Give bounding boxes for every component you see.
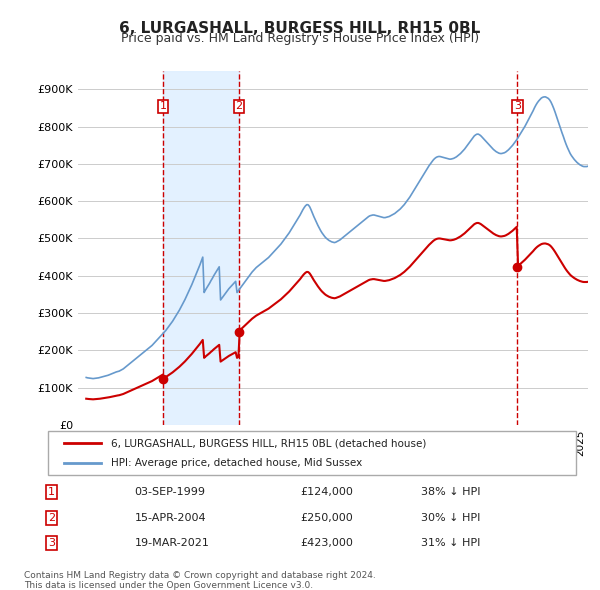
Text: 3: 3 [48, 538, 55, 548]
Text: 15-APR-2004: 15-APR-2004 [134, 513, 206, 523]
Text: 1: 1 [160, 101, 167, 111]
Text: 2: 2 [235, 101, 242, 111]
Bar [163, 71, 239, 425]
Text: £423,000: £423,000 [300, 538, 353, 548]
Text: 03-SEP-1999: 03-SEP-1999 [134, 487, 205, 497]
Text: 30% ↓ HPI: 30% ↓ HPI [421, 513, 481, 523]
Text: Price paid vs. HM Land Registry's House Price Index (HPI): Price paid vs. HM Land Registry's House … [121, 32, 479, 45]
Text: Contains HM Land Registry data © Crown copyright and database right 2024.: Contains HM Land Registry data © Crown c… [24, 571, 376, 580]
Text: 38% ↓ HPI: 38% ↓ HPI [421, 487, 481, 497]
Text: 6, LURGASHALL, BURGESS HILL, RH15 0BL: 6, LURGASHALL, BURGESS HILL, RH15 0BL [119, 21, 481, 35]
FancyBboxPatch shape [48, 431, 576, 475]
Text: HPI: Average price, detached house, Mid Sussex: HPI: Average price, detached house, Mid … [112, 458, 362, 467]
Text: £250,000: £250,000 [300, 513, 353, 523]
Text: 31% ↓ HPI: 31% ↓ HPI [421, 538, 481, 548]
Text: £124,000: £124,000 [300, 487, 353, 497]
Text: 19-MAR-2021: 19-MAR-2021 [134, 538, 209, 548]
Text: 2: 2 [48, 513, 55, 523]
Text: This data is licensed under the Open Government Licence v3.0.: This data is licensed under the Open Gov… [24, 581, 313, 589]
Text: 3: 3 [514, 101, 521, 111]
Text: 1: 1 [48, 487, 55, 497]
Text: 6, LURGASHALL, BURGESS HILL, RH15 0BL (detached house): 6, LURGASHALL, BURGESS HILL, RH15 0BL (d… [112, 438, 427, 448]
